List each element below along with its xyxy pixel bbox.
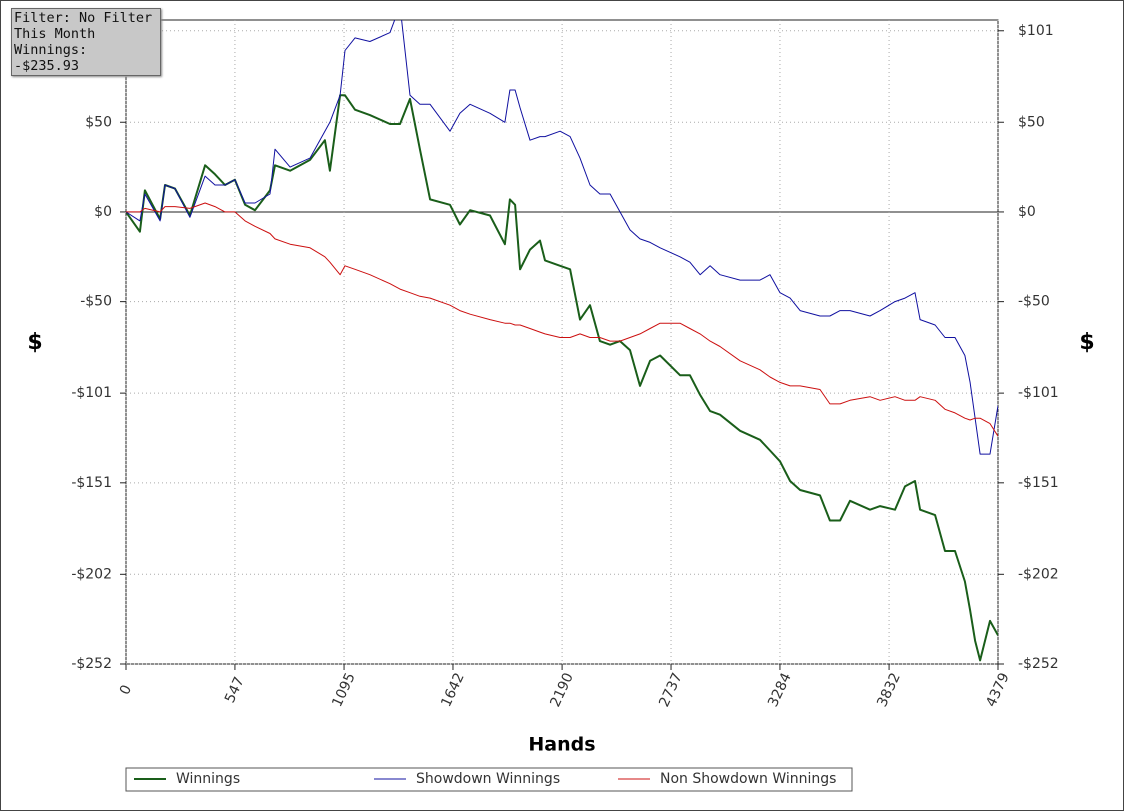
y-tick-label: $50: [85, 114, 112, 130]
y-tick-label: -$101: [71, 385, 112, 401]
y2-tick-label: $101: [1018, 23, 1054, 39]
y-tick-label: -$50: [80, 294, 112, 310]
y-tick-label: -$202: [71, 566, 112, 582]
y2-tick-label: -$50: [1018, 294, 1050, 310]
filter-text: Filter: No Filter: [14, 10, 153, 26]
legend-label: Winnings: [176, 771, 240, 787]
y2-tick-label: -$151: [1018, 475, 1059, 491]
series-line: [126, 202, 998, 437]
x-axis-label: Hands: [528, 734, 595, 756]
period-text: This Month: [14, 26, 96, 42]
legend-label: Showdown Winnings: [416, 771, 560, 787]
y2-tick-label: -$252: [1018, 656, 1059, 672]
y-tick-label: $0: [94, 204, 112, 220]
y2-axis-label: $: [1079, 330, 1094, 355]
plot-lines: [126, 20, 998, 662]
winnings-text: Winnings: -$235.93: [14, 42, 88, 74]
y-tick-label: -$151: [71, 475, 112, 491]
y-tick-label: -$252: [71, 656, 112, 672]
series-line: [126, 20, 998, 455]
info-box: Filter: No Filter This Month Winnings: -…: [11, 8, 161, 76]
y2-tick-label: $0: [1018, 204, 1036, 220]
legend-label: Non Showdown Winnings: [660, 771, 836, 787]
legend: [125, 767, 853, 792]
y2-tick-label: -$101: [1018, 385, 1059, 401]
y-axis-label: $: [27, 330, 42, 355]
y2-tick-label: -$202: [1018, 566, 1059, 582]
y2-tick-label: $50: [1018, 114, 1045, 130]
